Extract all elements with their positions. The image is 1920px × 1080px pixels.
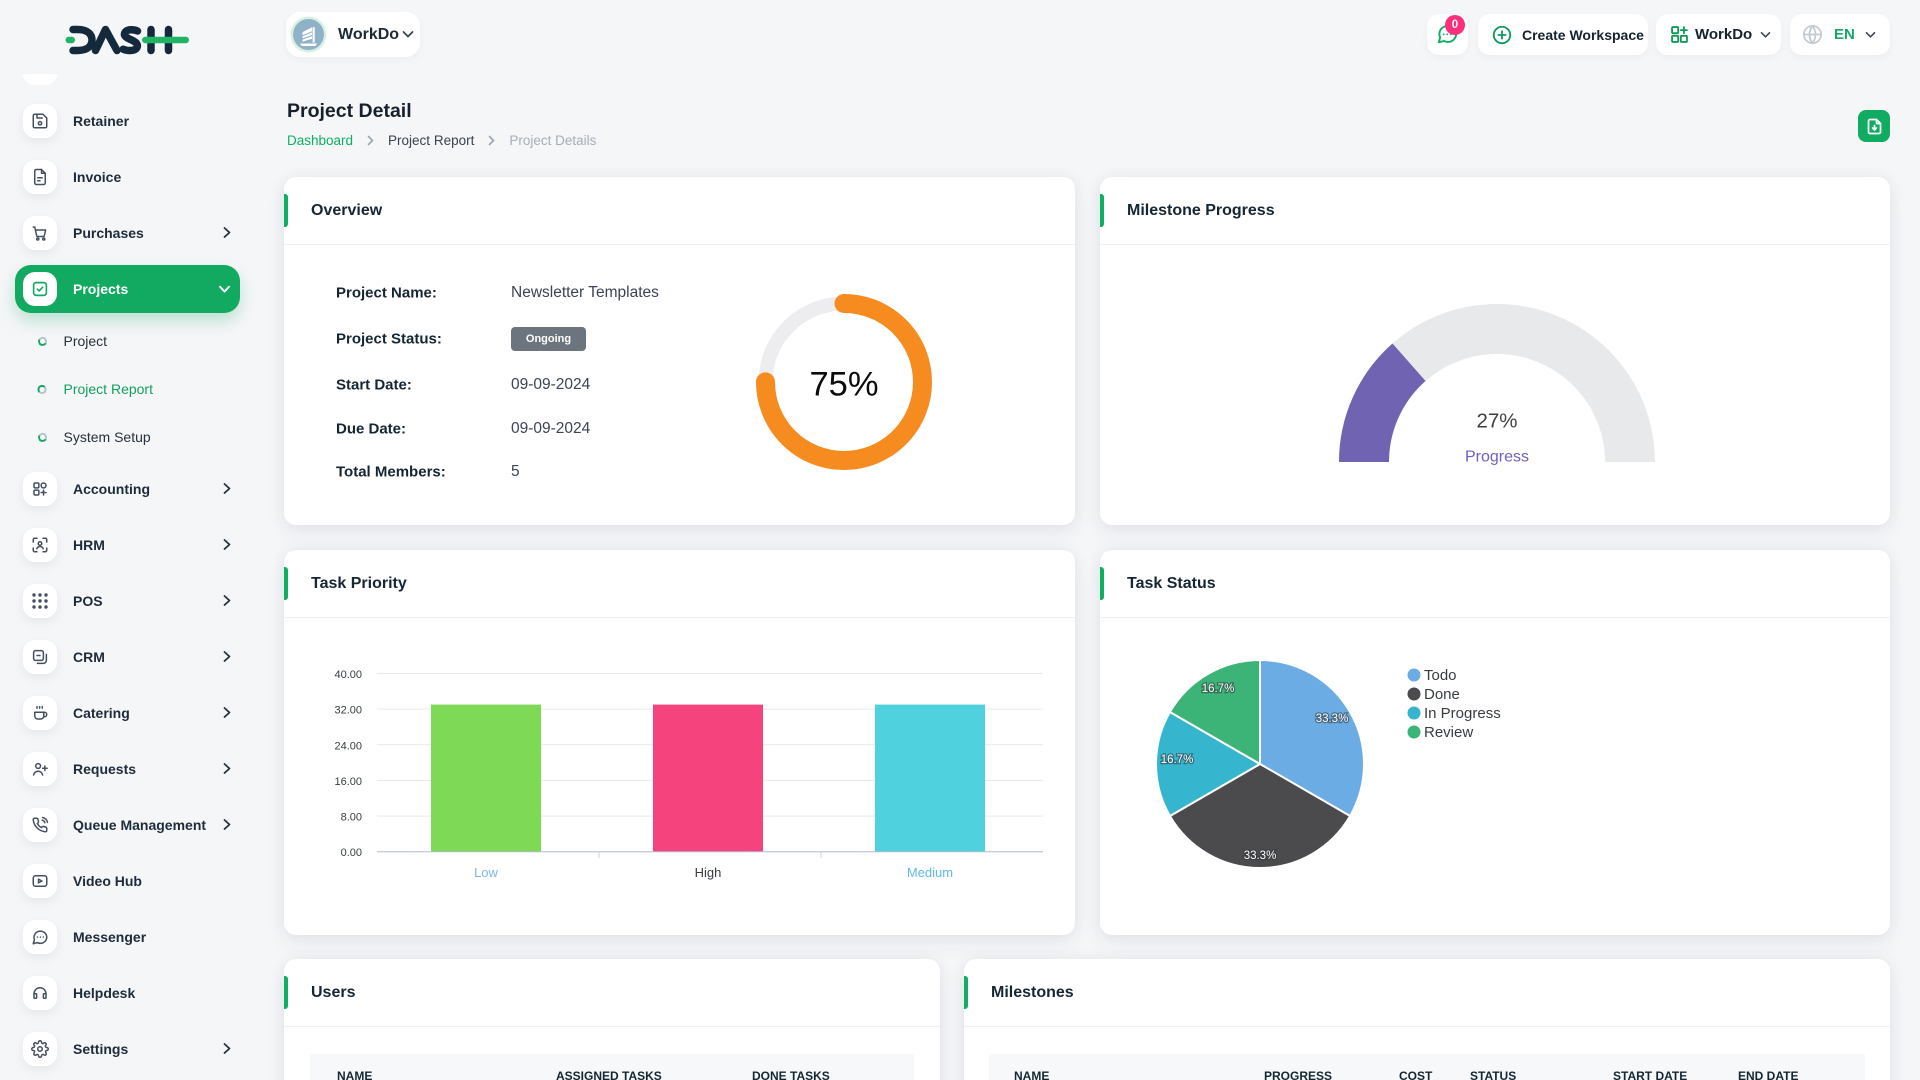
svg-text:8.00: 8.00 [341,812,362,824]
svg-text:Medium: Medium [907,865,953,880]
svg-text:40.00: 40.00 [334,669,362,681]
svg-text:16.7%: 16.7% [1202,683,1235,695]
svg-text:High: High [695,865,722,880]
svg-text:16.7%: 16.7% [1161,754,1194,766]
svg-text:0.00: 0.00 [341,847,362,859]
svg-text:33.3%: 33.3% [1316,713,1349,725]
svg-text:27%: 27% [1476,409,1517,432]
svg-text:33.3%: 33.3% [1244,850,1277,862]
svg-text:Done: Done [1424,686,1460,703]
svg-text:Low: Low [474,865,498,880]
svg-text:24.00: 24.00 [334,740,362,752]
svg-text:32.00: 32.00 [334,705,362,717]
svg-text:Progress: Progress [1465,449,1529,466]
svg-text:Todo: Todo [1424,667,1457,684]
svg-text:In Progress: In Progress [1424,705,1501,722]
svg-text:16.00: 16.00 [334,776,362,788]
svg-text:75%: 75% [809,365,878,403]
svg-text:Review: Review [1424,724,1473,741]
